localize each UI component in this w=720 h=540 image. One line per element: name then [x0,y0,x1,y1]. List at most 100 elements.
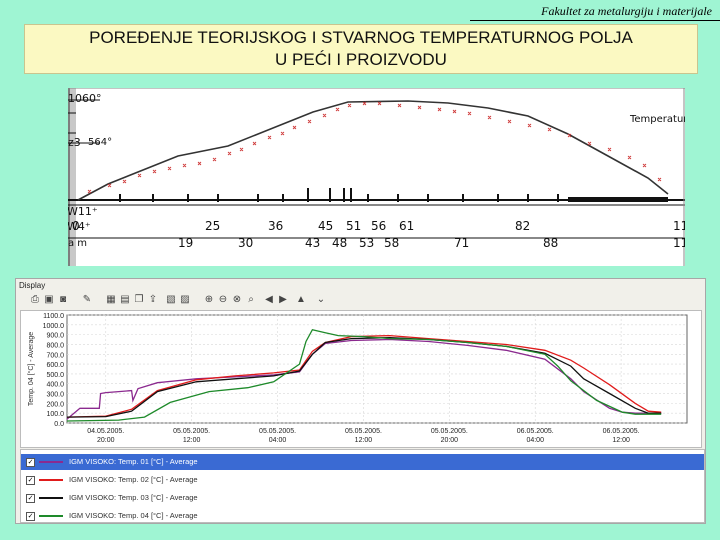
legend-label: IGM VISOKO: Temp. 04 [°C] - Average [69,511,198,520]
camera-icon[interactable]: ◙ [59,294,67,305]
series-color-swatch [39,515,63,517]
y-axis-label: Temp. 04 [°C] - Average [27,332,35,406]
table-icon[interactable]: ▤ [120,294,130,305]
scan-row2-label: W4⁺ [68,220,91,233]
x-tick-time: 04:00 [269,437,287,444]
y-tick-label: 200.0 [46,401,64,408]
x-tick-time: 12:00 [612,437,630,444]
scan-row1-value: 111 [673,219,685,233]
x-tick-date: 05.05.2005. [431,428,468,435]
arrow-right-icon[interactable]: ▶ [279,294,287,305]
page-title-line-2: U PEĆI I PROIZVODU [275,50,447,69]
measurement-plot-svg: 0.0 100.0 200.0 300.0 400.0 500.0 600.0 700.0 80… [27,313,688,444]
faculty-label: Fakultet za metalurgiju i materijale [541,4,712,18]
series-color-swatch [39,461,63,463]
arrow-left-icon[interactable]: ◀ [265,294,273,305]
title-box: POREĐENJE TEORIJSKOG I STVARNOG TEMPERAT… [24,24,698,74]
tools-icon[interactable]: ✎ [82,294,92,305]
x-tick-time: 20:00 [441,437,459,444]
scan-row2-value: 71 [454,236,470,250]
page-title-line-1: POREĐENJE TEORIJSKOG I STVARNOG TEMPERAT… [89,28,633,47]
scan-row1-value: 82 [515,219,531,233]
y-tick-label: 0.0 [54,421,64,428]
y-tick-label: 800.0 [46,342,64,349]
y-tick-label: 1000.0 [43,323,65,330]
x-tick-date: 04.05.2005. [87,428,124,435]
scan-row3-label: a m [68,238,88,249]
series-color-swatch [39,497,63,499]
actual-temperature-markers [87,101,662,194]
x-tick-date: 06.05.2005. [517,428,554,435]
legend-item[interactable]: ✓ IGM VISOKO: Temp. 01 [°C] - Average [21,454,704,470]
x-tick-time: 12:00 [355,437,373,444]
scan-row1-label: W11⁺ [68,205,98,218]
x-tick-date: 06.05.2005. [603,428,640,435]
scan-end-bar [568,197,668,202]
toolbar: ⎙ ▣ ◙ ✎ ▦ ▤ ❐ ⇪ ▧ ▨ ⊕ ⊖ ⊗ ⌕ ◀ ▶ ▲ ⌄ [19,293,679,309]
series-checkbox[interactable]: ✓ [26,494,35,503]
save-icon[interactable]: ▣ [44,294,54,305]
report-icon[interactable]: ▧ [166,294,176,305]
scan-row2-value: 48 [332,236,348,250]
scan-row2-value: 111 [673,236,685,250]
scan-row2-value: 58 [384,236,400,250]
legend-label: IGM VISOKO: Temp. 01 [°C] - Average [69,457,198,466]
x-tick-time: 12:00 [183,437,201,444]
scan-row1-value: 0 [72,219,80,233]
y-tick-label: 600.0 [46,362,64,369]
arrow-up-icon[interactable]: ▲ [296,294,306,305]
legend-item[interactable]: ✓ IGM VISOKO: Temp. 03 [°C] - Average [21,490,704,506]
scan-zone-label: z3 [68,136,81,149]
copy-icon[interactable]: ❐ [134,294,144,305]
legend-item[interactable]: ✓ IGM VISOKO: Temp. 02 [°C] - Average [21,472,704,488]
scan-row1-value: 45 [318,219,334,233]
zoom-in-icon[interactable]: ⊕ [204,294,214,305]
scan-row2-value: 30 [238,236,254,250]
theoretical-temperature-line [77,100,669,201]
y-tick-label: 400.0 [46,382,64,389]
measurement-plot: 0.0 100.0 200.0 300.0 400.0 500.0 600.0 700.0 80… [20,310,702,448]
scan-right-label: Temperaturno [630,114,685,125]
legend-item[interactable]: ✓ IGM VISOKO: Temp. 04 [°C] - Average [21,508,704,524]
theoretical-chart-svg [68,88,685,266]
y-tick-label: 900.0 [46,333,64,340]
series-line-2 [66,334,662,418]
x-tick-time: 20:00 [97,437,115,444]
x-tick-date: 05.05.2005. [173,428,210,435]
print-icon[interactable]: ⎙ [31,294,39,305]
y-tick-label: 300.0 [46,392,64,399]
y-tick-label: 100.0 [46,411,64,418]
scan-row1-value: 51 [346,219,362,233]
x-tick-date: 05.05.2005. [345,428,382,435]
scan-left-edge [68,88,76,266]
header-divider [470,20,720,21]
export-icon[interactable]: ⇪ [148,294,158,305]
zoom-reset-icon[interactable]: ⊗ [232,294,242,305]
series-checkbox[interactable]: ✓ [26,512,35,521]
paste-icon[interactable]: ▨ [180,294,190,305]
theoretical-temperature-chart: 1060° z3 564° Temperaturno W11⁺ W4⁺ a m … [68,88,685,266]
scan-y-top-label: 1060° [68,92,102,105]
series-color-swatch [39,479,63,481]
series-line-3 [66,336,662,418]
scan-row2-value: 88 [543,236,559,250]
series-checkbox[interactable]: ✓ [26,476,35,485]
plot-area [66,314,688,424]
search-icon[interactable]: ⌕ [248,294,254,305]
scan-row1-value: 61 [399,219,415,233]
grid-icon[interactable]: ▦ [106,294,116,305]
scan-row1-value: 25 [205,219,221,233]
legend-label: IGM VISOKO: Temp. 02 [°C] - Average [69,475,198,484]
scan-row1-value: 36 [268,219,284,233]
scan-row1-value: 56 [371,219,387,233]
series-line-4 [66,328,662,422]
legend-label: IGM VISOKO: Temp. 03 [°C] - Average [69,493,198,502]
dropdown-icon[interactable]: ⌄ [316,294,326,305]
scan-row2-value: 53 [359,236,375,250]
series-legend: ✓ IGM VISOKO: Temp. 01 [°C] - Average ✓ IGM… [20,449,705,523]
zoom-out-icon[interactable]: ⊖ [218,294,228,305]
window-title: Display [19,281,46,290]
series-checkbox[interactable]: ✓ [26,458,35,467]
scan-tick-marks [119,188,559,202]
scan-row2-value: 43 [305,236,321,250]
